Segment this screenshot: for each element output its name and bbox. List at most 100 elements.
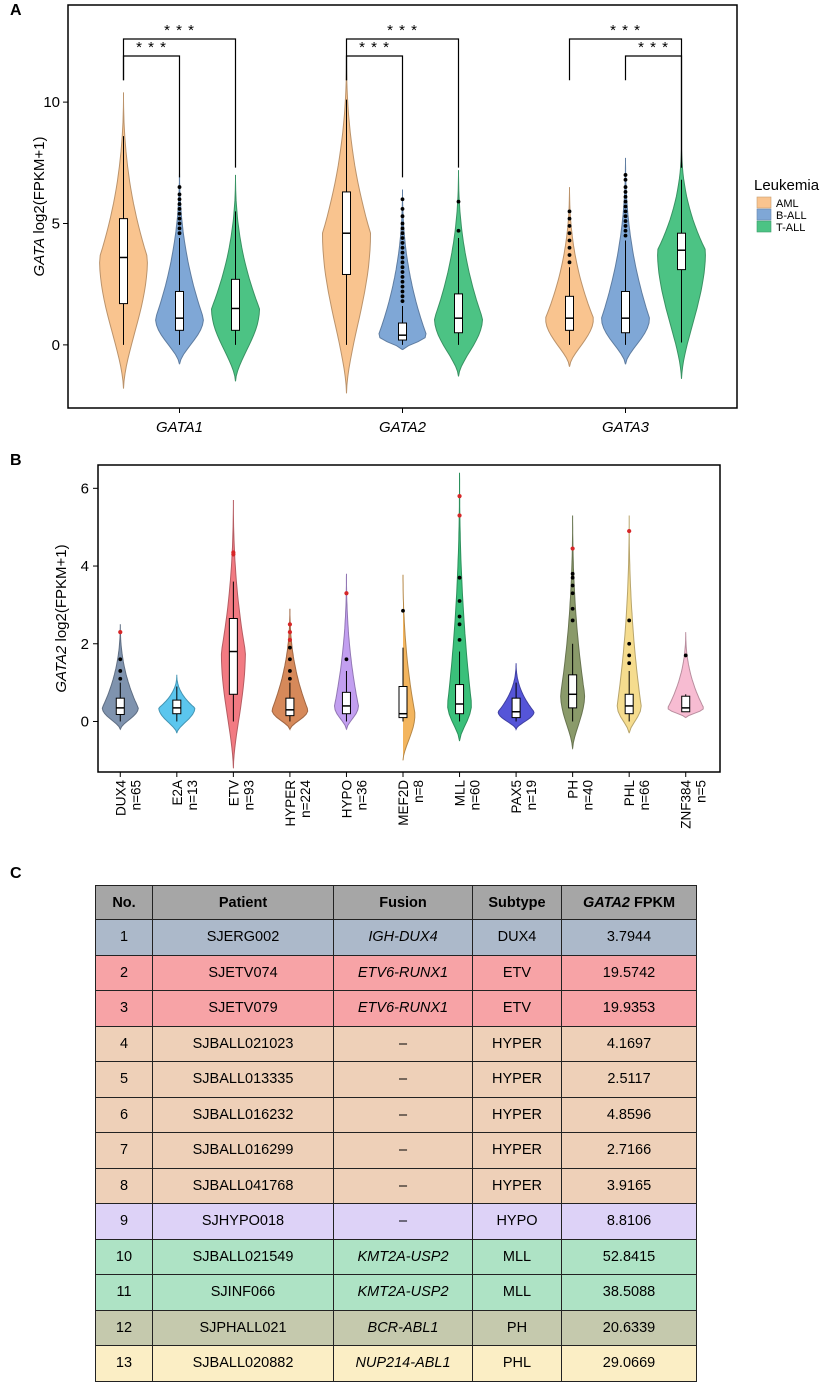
violin-ph-highlight bbox=[570, 546, 575, 551]
violin-phl-outlier bbox=[627, 653, 632, 658]
cell-fusion: – bbox=[333, 1096, 473, 1133]
violin-phl-outlier bbox=[627, 661, 632, 666]
cell-no: 1 bbox=[95, 919, 153, 956]
y-axis-gene: GATA2 bbox=[53, 645, 70, 693]
chart-a: 0 5 10 GATA log2(FPKM+1) GATA1 GATA2 GATA3 * * … bbox=[31, 4, 820, 436]
cell-fusion: BCR-ABL1 bbox=[333, 1309, 473, 1346]
violin-aml-gata3-outlier bbox=[567, 224, 572, 228]
x-tick-label-gata2: GATA2 bbox=[379, 419, 427, 436]
cell-fusion: – bbox=[333, 1025, 473, 1062]
violin-b-all-gata2-outlier bbox=[400, 275, 405, 279]
significance-bracket bbox=[345, 55, 404, 178]
cell-fpkm: 3.7944 bbox=[561, 919, 697, 956]
table-row: 7 SJBALL016299– HYPER 2.7166 bbox=[95, 1132, 697, 1169]
cell-patient: SJBALL016232 bbox=[152, 1096, 334, 1133]
cell-subtype: HYPER bbox=[472, 1061, 562, 1098]
significance-label: * * * bbox=[387, 22, 418, 39]
cell-fpkm: 29.0669 bbox=[561, 1345, 697, 1382]
violin-mll-outlier bbox=[457, 575, 462, 580]
cell-fusion: KMT2A-USP2 bbox=[333, 1274, 473, 1311]
violin-aml-gata3-outlier bbox=[567, 231, 572, 236]
violin-hypo-box bbox=[341, 691, 351, 715]
cell-fusion: ETV6-RUNX1 bbox=[333, 990, 473, 1027]
violin-b-all-gata1-outlier bbox=[177, 207, 182, 211]
table-row: 5 SJBALL013335– HYPER 2.5117 bbox=[95, 1061, 697, 1098]
cell-subtype: HYPO bbox=[472, 1203, 562, 1240]
y-tick-label: 10 bbox=[43, 94, 60, 111]
cell-fusion: KMT2A-USP2 bbox=[333, 1238, 473, 1275]
violin-aml-gata3-box bbox=[565, 295, 574, 331]
violin-b-all-gata1-box bbox=[175, 290, 184, 331]
header-no: No. bbox=[95, 885, 153, 920]
header-fpkm-unit: FPKM bbox=[629, 894, 676, 911]
violin-hyper-highlight bbox=[287, 622, 293, 627]
violin-b-all-gata3-outlier bbox=[623, 214, 628, 219]
violin-dux4-outlier bbox=[118, 669, 123, 673]
violin-dux4-box bbox=[115, 697, 125, 715]
cell-subtype: DUX4 bbox=[472, 919, 562, 956]
violin-b-all-gata3-outlier bbox=[623, 194, 628, 199]
violin-ph-outlier bbox=[570, 575, 575, 580]
cell-patient: SJBALL021549 bbox=[152, 1238, 334, 1275]
cell-subtype: PHL bbox=[472, 1345, 562, 1382]
violin-b-all-gata3-outlier bbox=[623, 233, 628, 238]
cell-fusion: IGH-DUX4 bbox=[333, 919, 473, 956]
header-fusion: Fusion bbox=[333, 885, 473, 920]
x-tick-label-etv: ETV bbox=[226, 780, 241, 806]
table-row: 12 SJPHALL021 BCR-ABL1 PH 20.6339 bbox=[95, 1309, 697, 1346]
y-axis-gene: GATA bbox=[31, 238, 48, 277]
cell-subtype: MLL bbox=[472, 1274, 562, 1311]
cell-no: 9 bbox=[95, 1203, 153, 1240]
violin-hyper bbox=[271, 608, 309, 731]
cell-patient: SJETV074 bbox=[152, 954, 334, 991]
table-row: 6 SJBALL016232– HYPER 4.8596 bbox=[95, 1096, 697, 1133]
violin-znf384-outlier bbox=[683, 653, 688, 658]
cell-patient: SJBALL013335 bbox=[152, 1061, 334, 1098]
cell-patient: SJBALL016299 bbox=[152, 1132, 334, 1169]
cell-subtype: HYPER bbox=[472, 1132, 562, 1169]
violin-ph-outlier bbox=[570, 618, 575, 623]
cell-fpkm: 52.8415 bbox=[561, 1238, 697, 1275]
significance-label: * * * bbox=[359, 39, 390, 56]
violin-dux4-outlier bbox=[118, 657, 123, 662]
violin-t-all-gata1-box bbox=[231, 278, 240, 331]
cell-fpkm: 4.8596 bbox=[561, 1096, 697, 1133]
violin-phl-outlier bbox=[627, 618, 632, 623]
x-tick-n-hyper: n=224 bbox=[298, 780, 313, 818]
violin-b-all-gata1-outlier bbox=[177, 185, 182, 189]
violin-hyper-outlier bbox=[288, 645, 292, 650]
cell-no: 5 bbox=[95, 1061, 153, 1098]
x-tick-label-phl: PHL bbox=[622, 780, 637, 807]
y-tick-label: 2 bbox=[81, 636, 89, 653]
cell-patient: SJERG002 bbox=[152, 919, 334, 956]
violin-b-all-gata3-outlier bbox=[623, 224, 628, 228]
violin-b-all-gata2-outlier bbox=[400, 255, 405, 260]
violin-hyper-outlier bbox=[288, 676, 292, 681]
violin-hypo-outlier bbox=[344, 657, 349, 662]
violin-ph-outlier bbox=[570, 583, 575, 588]
violin-b-all-gata2-outlier bbox=[400, 236, 405, 240]
violin-hyper-outlier bbox=[288, 669, 292, 673]
panel-b-letter: B bbox=[10, 452, 22, 469]
violin-mll-highlight bbox=[457, 493, 462, 499]
cell-patient: SJINF066 bbox=[152, 1274, 334, 1311]
violin-hyper-outlier bbox=[288, 657, 292, 662]
x-tick-label-pax5: PAX5 bbox=[509, 780, 524, 814]
cell-fpkm: 2.7166 bbox=[561, 1132, 697, 1169]
violin-b-all-gata2-outlier bbox=[400, 270, 405, 274]
x-tick-n-e2a: n=13 bbox=[185, 780, 200, 810]
legend-label-aml: AML bbox=[776, 198, 799, 210]
cell-fpkm: 38.5088 bbox=[561, 1274, 697, 1311]
cell-fusion: NUP214-ABL1 bbox=[333, 1345, 473, 1382]
violin-b-all-gata3-box bbox=[621, 290, 630, 334]
violin-b-all-gata3-outlier bbox=[623, 177, 628, 182]
violin-b-all-gata2-outlier bbox=[400, 231, 405, 236]
violin-znf384-box bbox=[681, 695, 691, 713]
y-tick-label: 4 bbox=[81, 558, 89, 575]
y-tick-label: 5 bbox=[52, 215, 60, 232]
cell-patient: SJBALL020882 bbox=[152, 1345, 334, 1382]
violin-mef2d bbox=[402, 574, 416, 761]
violin-b-all-gata2-outlier bbox=[400, 214, 405, 219]
cell-fpkm: 2.5117 bbox=[561, 1061, 697, 1098]
violin-b-all-gata2-outlier bbox=[400, 207, 405, 211]
